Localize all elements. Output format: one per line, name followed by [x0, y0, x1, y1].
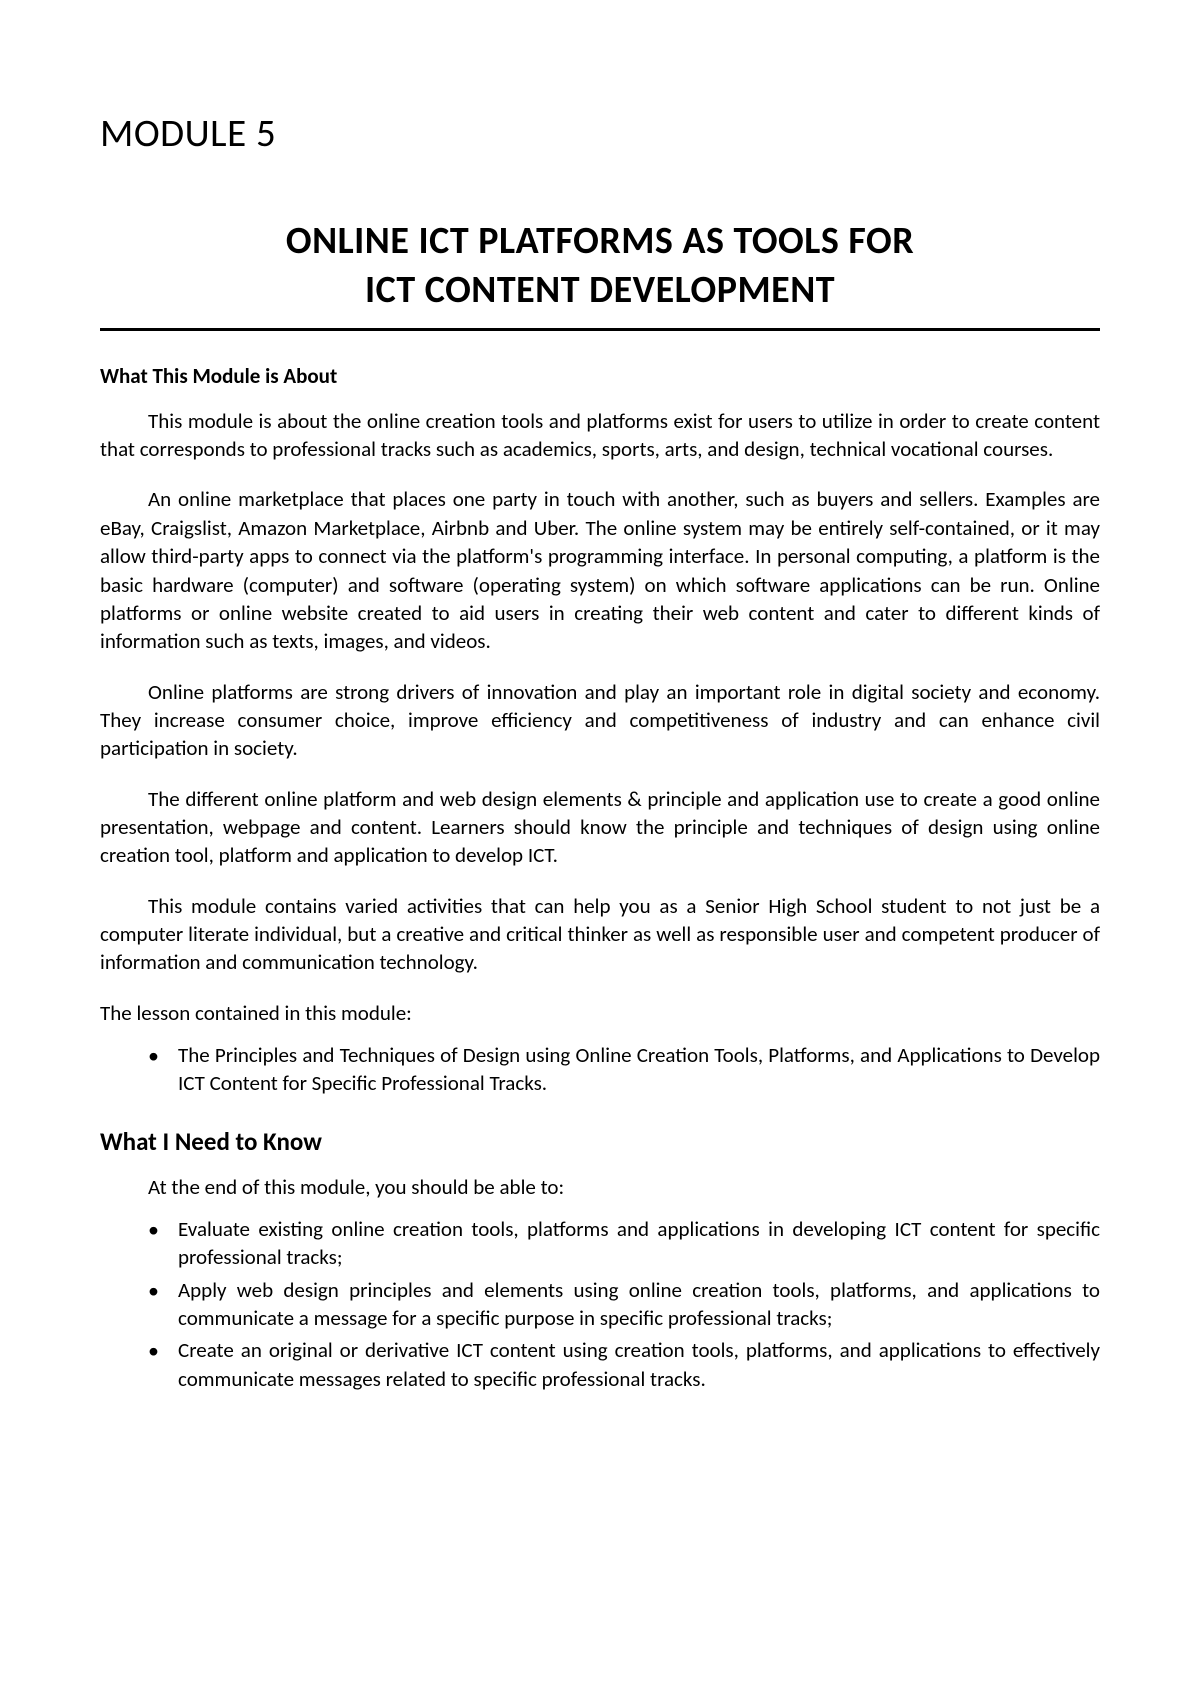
- title-line-1: ONLINE ICT PLATFORMS AS TOOLS FOR: [100, 217, 1100, 266]
- know-intro: At the end of this module, you should be…: [100, 1173, 1100, 1201]
- section-about-heading: What This Module is About: [100, 363, 1100, 389]
- lesson-intro: The lesson contained in this module:: [100, 999, 1100, 1027]
- objective-2: Apply web design principles and elements…: [148, 1276, 1100, 1333]
- lesson-bullet: The Principles and Techniques of Design …: [148, 1041, 1100, 1098]
- title-block: ONLINE ICT PLATFORMS AS TOOLS FOR ICT CO…: [100, 217, 1100, 331]
- title-line-2: ICT CONTENT DEVELOPMENT: [100, 266, 1100, 315]
- about-paragraph-1: This module is about the online creation…: [100, 407, 1100, 464]
- section-know-heading: What I Need to Know: [100, 1126, 1100, 1157]
- objectives-list: Evaluate existing online creation tools,…: [100, 1215, 1100, 1393]
- objective-1: Evaluate existing online creation tools,…: [148, 1215, 1100, 1272]
- lesson-list: The Principles and Techniques of Design …: [100, 1041, 1100, 1098]
- module-label: MODULE 5: [100, 110, 1100, 157]
- about-paragraph-2: An online marketplace that places one pa…: [100, 485, 1100, 655]
- about-paragraph-4: The different online platform and web de…: [100, 785, 1100, 870]
- about-paragraph-5: This module contains varied activities t…: [100, 892, 1100, 977]
- objective-3: Create an original or derivative ICT con…: [148, 1336, 1100, 1393]
- about-paragraph-3: Online platforms are strong drivers of i…: [100, 678, 1100, 763]
